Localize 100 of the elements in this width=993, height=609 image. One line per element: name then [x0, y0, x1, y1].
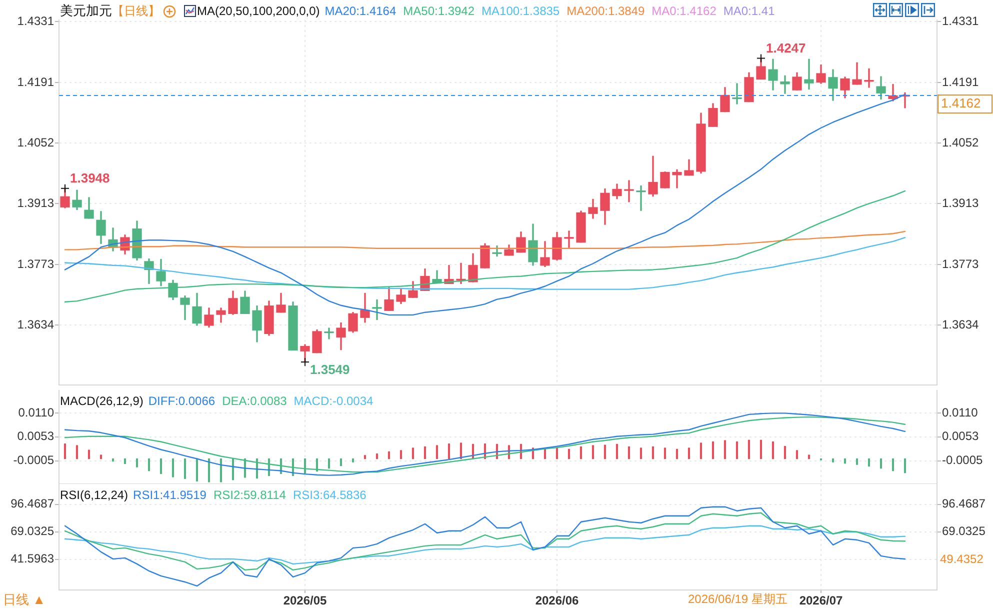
candlestick [672, 169, 682, 188]
candlestick [492, 245, 502, 257]
bar [400, 450, 402, 460]
text: 日线 ▲ [3, 592, 46, 607]
bar [832, 458, 834, 462]
candlestick [852, 62, 862, 85]
bar [196, 458, 198, 482]
bar [208, 458, 210, 482]
candlestick [804, 58, 814, 90]
bar [604, 444, 606, 460]
text: DEA:0.0083 [222, 394, 287, 408]
point [60, 184, 70, 193]
chart-subtitle: 【日线】 [112, 2, 160, 20]
bar [424, 446, 426, 460]
bar [160, 458, 162, 474]
candlestick [732, 83, 742, 104]
bar [388, 451, 390, 460]
candlestick [624, 180, 634, 202]
bar [784, 446, 786, 460]
bar [880, 458, 882, 469]
y2-tick-label: 0.0110 [942, 406, 978, 420]
bar [664, 448, 666, 460]
legend-title: MACD(26,12,9) [60, 394, 144, 408]
text: MA20:1.4164 [324, 4, 396, 18]
bar [580, 446, 582, 460]
legend-title: RSI(6,12,24) [60, 488, 128, 502]
bar [592, 445, 594, 460]
legend-title: MA(20,50,100,200,0,0) [197, 4, 320, 18]
bar [460, 442, 462, 460]
y-tick-label: 1.3913 [17, 196, 54, 210]
bar [628, 446, 630, 460]
bar [412, 448, 414, 460]
bar [700, 442, 702, 460]
bar [88, 450, 90, 460]
bar [436, 445, 438, 460]
y-tick-label: -0.0005 [13, 453, 54, 468]
candlestick [564, 230, 574, 248]
x-tick-label: 2026/07 [799, 594, 844, 608]
y2-tick-label: 1.3773 [942, 256, 980, 271]
text: 49.4352 [940, 552, 984, 566]
candlestick [372, 299, 382, 320]
text: MA50:1.3942 [403, 4, 475, 18]
bar [172, 458, 174, 478]
bar [760, 440, 762, 460]
data-label: 1.4247 [766, 40, 806, 56]
chart-title: 美元加元 [60, 2, 112, 20]
y-tick-label: 0.0053 [17, 429, 54, 444]
y2-tick-label: 0.0053 [942, 429, 980, 444]
y-tick-label: 1.4052 [17, 135, 54, 150]
y2-tick-label: 1.3634 [942, 317, 980, 332]
text: RSI1:41.9519 [133, 488, 206, 502]
text: MA0:1.41 [723, 4, 775, 18]
bar [148, 458, 150, 472]
bar [328, 458, 330, 469]
text: MA200:1.3849 [566, 4, 645, 18]
y2-tick-label: 1.4052 [942, 135, 980, 150]
bar [640, 448, 642, 460]
y-tick-label: 1.4191 [17, 74, 54, 89]
bar [856, 458, 858, 465]
point [756, 54, 766, 63]
annotation: MACD:-0.0034 [294, 394, 374, 408]
y-tick-label: 69.0325 [10, 524, 54, 538]
y2-tick-label: 96.4687 [942, 496, 986, 511]
candlestick [864, 68, 874, 88]
bar [844, 458, 846, 464]
point [300, 357, 310, 366]
data-label: 1.3549 [310, 362, 350, 378]
text: MA100:1.3835 [482, 4, 560, 18]
bar [64, 444, 66, 460]
bar [736, 441, 738, 460]
bar [364, 455, 366, 460]
bar [376, 453, 378, 460]
y-tick-label: 1.3773 [17, 256, 54, 271]
x-tick-label: 2026/06 [535, 594, 580, 608]
bar [124, 458, 126, 464]
bar [76, 445, 78, 460]
bar [688, 448, 690, 460]
candlestick [636, 185, 646, 211]
y-tick-label: 1.3634 [17, 317, 54, 332]
y2-tick-label: 69.0325 [942, 524, 986, 538]
data-label: 1.3948 [70, 170, 110, 186]
y2-tick-label: 1.4331 [942, 14, 980, 28]
bar [676, 448, 678, 460]
bar [112, 458, 114, 462]
bar [808, 454, 810, 460]
y-tick-label: 96.4687 [10, 496, 54, 511]
bar [772, 441, 774, 460]
ref-line-label: 1.4162 [941, 96, 981, 111]
bar [868, 458, 870, 467]
y2-tick-label: 1.3913 [942, 196, 980, 210]
bar [220, 458, 222, 482]
text: 2026/06/19 星期五 [688, 592, 788, 606]
text: RSI3:64.5836 [292, 488, 366, 502]
bar [448, 444, 450, 460]
x-tick-label: 2026/05 [283, 594, 328, 608]
bar [652, 446, 654, 460]
bar [724, 440, 726, 460]
candlestick [780, 75, 790, 94]
bar [892, 458, 894, 472]
bar [748, 440, 750, 460]
